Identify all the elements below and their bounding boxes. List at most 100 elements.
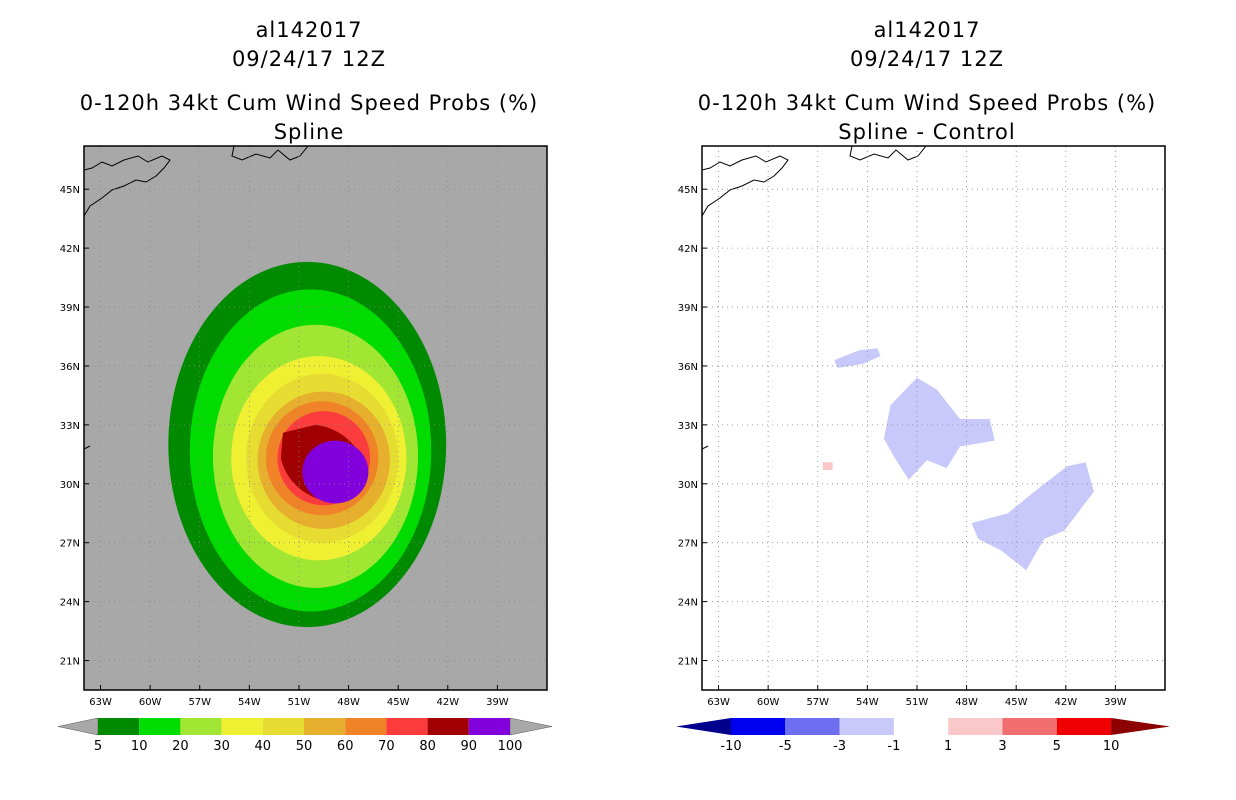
colorbar-label: 50 — [296, 739, 313, 754]
coastline — [84, 155, 171, 217]
colorbar-swatch — [386, 718, 428, 735]
plot-frame — [701, 145, 1166, 691]
map-layer — [84, 146, 447, 628]
datetime-title: 09/24/17 12Z — [231, 47, 387, 71]
y-tick-label: 30N — [678, 480, 698, 491]
coastline — [231, 146, 309, 161]
plot-frame — [83, 145, 548, 691]
y-tick-label: 42N — [678, 244, 698, 255]
y-tick-label: 33N — [678, 421, 698, 432]
y-tick-label: 39N — [678, 303, 698, 314]
storm-id-title: al142017 — [255, 18, 363, 42]
difference-region — [971, 462, 1094, 571]
product-title: 0-120h 34kt Cum Wind Speed Probs (%) — [79, 91, 539, 115]
colorbar-swatch — [839, 718, 894, 735]
y-tick-label: 39N — [60, 303, 80, 314]
colorbar-label: 3 — [998, 739, 1006, 754]
colorbar-label: -10 — [720, 739, 741, 754]
y-tick-label: 45N — [678, 185, 698, 196]
x-tick-label: 54W — [856, 697, 879, 708]
probability-map: 63W 60W 57W 54W 51W 48W 45W 42W 39W 45N 42N 39N 36N 3… — [60, 145, 548, 708]
difference-region — [822, 462, 833, 470]
x-tick-label: 42W — [1054, 697, 1077, 708]
x-tick-label: 57W — [806, 697, 829, 708]
x-tick-label: 63W — [707, 697, 730, 708]
x-tick-label: 60W — [139, 697, 162, 708]
x-tick-label: 39W — [486, 697, 509, 708]
colorbar-label: 5 — [94, 739, 102, 754]
map-layer — [702, 146, 1094, 571]
difference-region — [883, 377, 995, 480]
x-tick-label: 45W — [387, 697, 410, 708]
colorbar-end-arrow — [57, 717, 99, 736]
y-tick-label: 42N — [60, 244, 80, 255]
colorbar-label: -5 — [779, 739, 792, 754]
y-tick-label: 21N — [60, 657, 80, 668]
colorbar-label: 100 — [498, 739, 523, 754]
colorbar-swatch — [427, 718, 469, 735]
left-panel: al142017 09/24/17 12Z 0-120h 34kt Cum Wi… — [57, 18, 553, 754]
colorbar-label: 5 — [1053, 739, 1061, 754]
colorbar-swatch — [731, 718, 786, 735]
colorbar-swatch — [948, 718, 1003, 735]
colorbar-swatch — [98, 718, 140, 735]
colorbar-swatch — [262, 718, 304, 735]
colorbar-label: 80 — [419, 739, 436, 754]
colorbar-end-arrow — [1111, 718, 1170, 735]
coastline — [84, 445, 91, 450]
colorbar-swatch — [304, 718, 346, 735]
product-title: 0-120h 34kt Cum Wind Speed Probs (%) — [697, 91, 1157, 115]
colorbar-label: 40 — [255, 739, 272, 754]
y-tick-label: 24N — [60, 598, 80, 609]
x-tick-label: 39W — [1104, 697, 1127, 708]
colorbar-swatch — [893, 718, 949, 735]
colorbar-swatch — [180, 718, 222, 735]
colorbar-swatch — [221, 718, 263, 735]
y-tick-label: 36N — [678, 362, 698, 373]
colorbar-label: 20 — [172, 739, 189, 754]
x-tick-label: 51W — [288, 697, 311, 708]
colorbar-label: -3 — [833, 739, 846, 754]
subtitle: Spline — [273, 120, 345, 144]
colorbar-label: 60 — [337, 739, 354, 754]
difference-colorbar: -10 -5 -3 -1 1 3 5 10 — [676, 718, 1170, 754]
x-tick-label: 48W — [955, 697, 978, 708]
y-tick-label: 24N — [678, 598, 698, 609]
colorbar-label: 10 — [131, 739, 148, 754]
colorbar-label: 70 — [378, 739, 395, 754]
colorbar-swatch — [1056, 718, 1112, 735]
x-tick-label: 54W — [238, 697, 261, 708]
difference-map: 63W 60W 57W 54W 51W 48W 45W 42W 39W 45N 42N 39N 36N 3… — [678, 145, 1166, 708]
colorbar-label: -1 — [887, 739, 900, 754]
x-tick-label: 57W — [188, 697, 211, 708]
x-tick-label: 63W — [89, 697, 112, 708]
coastline — [849, 146, 927, 161]
right-panel: al142017 09/24/17 12Z 0-120h 34kt Cum Wi… — [618, 0, 1236, 800]
y-tick-label: 30N — [60, 480, 80, 491]
colorbar-end-arrow — [676, 718, 731, 735]
y-tick-label: 27N — [678, 539, 698, 550]
colorbar-label: 10 — [1103, 739, 1120, 754]
x-tick-label: 42W — [436, 697, 459, 708]
colorbar-swatch — [468, 718, 510, 735]
colorbar-swatch — [785, 718, 840, 735]
colorbar-end-arrow — [509, 717, 553, 736]
x-tick-label: 45W — [1005, 697, 1028, 708]
coastline — [702, 155, 789, 217]
datetime-title: 09/24/17 12Z — [849, 47, 1005, 71]
colorbar-swatch — [345, 718, 387, 735]
x-tick-label: 60W — [757, 697, 780, 708]
y-tick-label: 21N — [678, 657, 698, 668]
x-tick-label: 48W — [337, 697, 360, 708]
colorbar-swatch — [139, 718, 181, 735]
colorbar-label: 30 — [213, 739, 230, 754]
colorbar-swatch — [1002, 718, 1057, 735]
contour-90 — [302, 440, 369, 504]
y-tick-label: 33N — [60, 421, 80, 432]
difference-region — [834, 348, 881, 368]
coastline — [702, 445, 709, 450]
probability-colorbar: 5 10 20 30 40 50 60 70 80 90 100 — [57, 717, 553, 754]
colorbar-label: 1 — [944, 739, 952, 754]
colorbar-label: 90 — [461, 739, 478, 754]
storm-id-title: al142017 — [873, 18, 981, 42]
